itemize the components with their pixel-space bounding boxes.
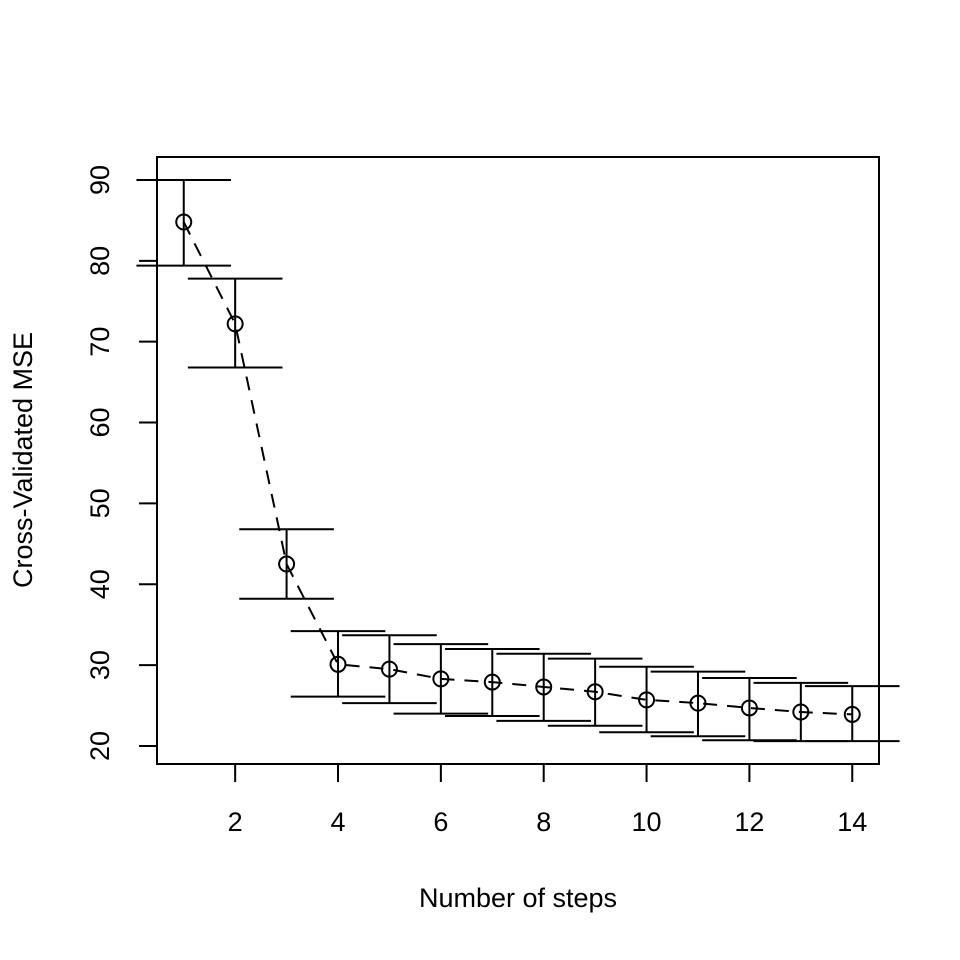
y-tick-label: 20 xyxy=(85,731,115,761)
x-axis-label: Number of steps xyxy=(419,883,617,913)
plot-frame xyxy=(156,156,880,765)
x-tick-label: 4 xyxy=(330,807,345,837)
point xyxy=(586,683,604,701)
y-tick-label: 80 xyxy=(85,246,115,276)
x-tick-label: 6 xyxy=(433,807,448,837)
point xyxy=(380,660,398,678)
point xyxy=(740,699,758,717)
y-tick-label: 40 xyxy=(85,569,115,599)
point xyxy=(278,555,296,573)
y-tick-label: 30 xyxy=(85,650,115,680)
x-tick-label: 12 xyxy=(734,807,764,837)
y-tick-label: 70 xyxy=(85,327,115,357)
y-tick-label: 50 xyxy=(85,488,115,518)
point xyxy=(175,213,193,231)
x-tick-label: 10 xyxy=(632,807,662,837)
y-tick-label: 90 xyxy=(85,165,115,195)
y-tick-label: 60 xyxy=(85,408,115,438)
point xyxy=(792,703,810,721)
x-tick-label: 14 xyxy=(837,807,867,837)
x-tick-label: 2 xyxy=(228,807,243,837)
point xyxy=(226,315,244,333)
point xyxy=(329,655,347,673)
point xyxy=(432,670,450,688)
y-axis-label: Cross-Validated MSE xyxy=(8,332,38,588)
x-tick-label: 8 xyxy=(536,807,551,837)
point xyxy=(638,691,656,709)
point xyxy=(843,705,861,723)
mean-line xyxy=(182,221,853,716)
point xyxy=(483,673,501,691)
point xyxy=(689,694,707,712)
point xyxy=(535,678,553,696)
